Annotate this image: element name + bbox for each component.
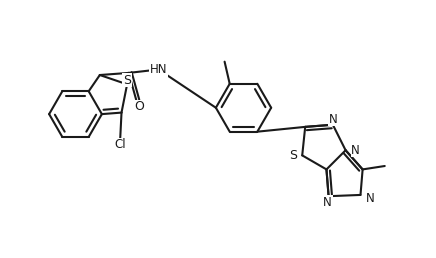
Text: N: N — [366, 192, 375, 205]
Text: N: N — [351, 144, 360, 157]
Text: S: S — [123, 74, 131, 87]
Text: O: O — [134, 100, 144, 114]
Text: N: N — [324, 196, 332, 209]
Text: Cl: Cl — [114, 138, 126, 151]
Text: HN: HN — [150, 63, 167, 76]
Text: S: S — [289, 149, 296, 162]
Text: N: N — [328, 113, 337, 126]
